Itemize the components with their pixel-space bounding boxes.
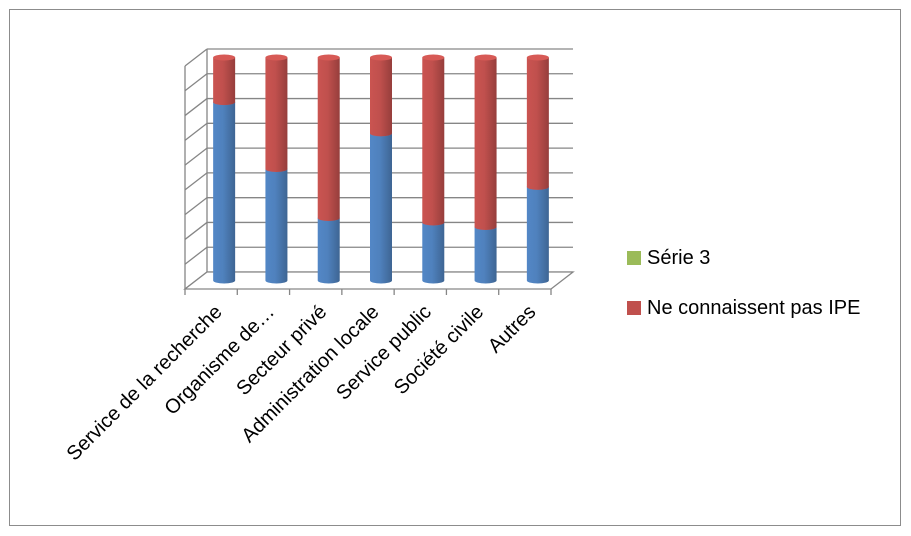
bar-series-0-organisme-de xyxy=(265,169,288,284)
bar-ne-connaissent-pas-ipe-service-de-la-recherche xyxy=(213,57,236,106)
bar-top-organisme-de xyxy=(265,54,288,61)
bar-top-autres xyxy=(526,54,549,61)
bar-series-0-administration-locale xyxy=(370,133,392,284)
gridline-depth xyxy=(184,221,208,240)
bar-top-secteur-prive xyxy=(317,54,340,61)
bar-ne-connaissent-pas-ipe-societe-civile xyxy=(474,57,497,230)
gridline-depth xyxy=(184,98,208,117)
chart-frame xyxy=(9,9,901,526)
gridline-depth xyxy=(184,197,208,216)
x-tick-label-autres: Autres xyxy=(484,301,540,357)
bar-top-societe-civile xyxy=(474,54,497,61)
bar-top-service-public xyxy=(422,54,445,61)
gridline-depth xyxy=(184,147,208,166)
bar-top-administration-locale xyxy=(370,54,392,61)
bar-series-0-service-public xyxy=(422,222,445,284)
bar-ne-connaissent-pas-ipe-service-public xyxy=(422,57,445,226)
bar-series-0-secteur-prive xyxy=(317,218,340,284)
bar-series-0-service-de-la-recherche xyxy=(213,102,236,284)
bars-layer xyxy=(213,54,549,284)
legend-label-serie-3: Série 3 xyxy=(647,246,711,269)
bar-ne-connaissent-pas-ipe-organisme-de xyxy=(265,57,288,172)
gridline-depth xyxy=(184,172,208,191)
legend-item-serie-3: Série 3 xyxy=(627,243,860,273)
gridline-depth xyxy=(184,122,208,141)
bar-series-0-autres xyxy=(526,186,549,284)
gridline-depth xyxy=(184,246,208,265)
legend-swatch-serie-3 xyxy=(627,251,641,265)
bar-top-service-de-la-recherche xyxy=(213,54,236,61)
legend-item-ne-connaissent-pas-ipe: Ne connaissent pas IPE xyxy=(627,293,860,323)
gridline-depth xyxy=(184,48,208,67)
bar-ne-connaissent-pas-ipe-secteur-prive xyxy=(317,57,340,222)
legend-label-ne-connaissent-pas-ipe: Ne connaissent pas IPE xyxy=(647,296,861,319)
bar-ne-connaissent-pas-ipe-administration-locale xyxy=(370,57,392,137)
legend-swatch-ne-connaissent-pas-ipe xyxy=(627,301,641,315)
bar-series-0-societe-civile xyxy=(474,226,497,284)
gridline-depth xyxy=(184,73,208,92)
legend: Série 3 Ne connaissent pas IPE xyxy=(627,243,860,343)
bar-ne-connaissent-pas-ipe-autres xyxy=(526,57,549,190)
